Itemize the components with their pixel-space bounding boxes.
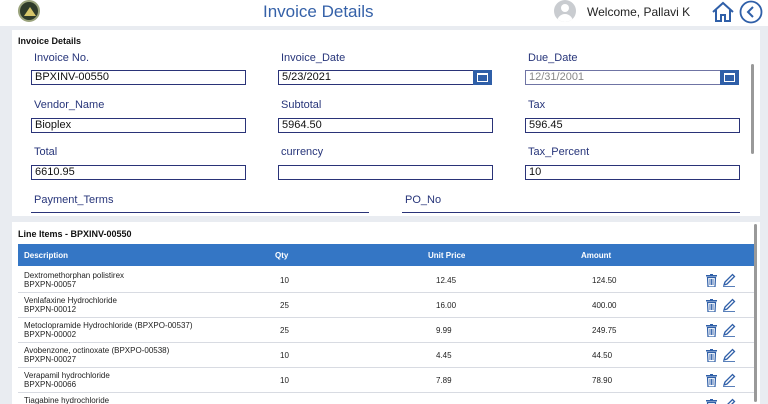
invoice-no-label: Invoice No.: [34, 52, 90, 64]
vendor-name-label: Vendor_Name: [34, 99, 105, 111]
subtotal-field[interactable]: 5964.50: [278, 118, 493, 133]
invoice-date-field[interactable]: 5/23/2021: [278, 70, 474, 85]
item-code: BPXPN-00066: [24, 380, 77, 389]
app-header: Invoice Details Welcome, Pallavi K: [0, 0, 768, 26]
column-description: Description: [24, 251, 69, 260]
tax-percent-label: Tax_Percent: [528, 146, 590, 158]
item-unit-price: 12.45: [436, 276, 457, 285]
pencil-icon[interactable]: [722, 373, 736, 387]
table-row: Dextromethorphan polistirex BPXPN-00057 …: [18, 268, 754, 293]
item-code: BPXPN-00027: [24, 355, 77, 364]
item-unit-price: 4.45: [436, 351, 452, 360]
item-name: Metoclopramide Hydrochloride (BPXPO-0053…: [24, 321, 193, 330]
pencil-icon[interactable]: [722, 298, 736, 312]
item-qty: 10: [280, 376, 289, 385]
item-amount: 78.90: [592, 376, 613, 385]
column-unit-price: Unit Price: [428, 251, 466, 260]
page-title: Invoice Details: [263, 2, 374, 21]
tax-label: Tax: [528, 99, 546, 111]
item-unit-price: 7.89: [436, 376, 452, 385]
trash-icon[interactable]: [706, 399, 717, 404]
item-amount: 124.50: [592, 276, 617, 285]
total-field[interactable]: 6610.95: [31, 165, 246, 180]
trash-icon[interactable]: [706, 324, 717, 337]
due-date-label: Due_Date: [528, 52, 578, 64]
back-arrow-icon[interactable]: [739, 0, 763, 24]
trash-icon[interactable]: [706, 299, 717, 312]
welcome-text: Welcome, Pallavi K: [587, 5, 691, 19]
item-name: Avobenzone, octinoxate (BPXPO-00538): [24, 346, 170, 355]
po-no-field[interactable]: [402, 212, 740, 213]
home-icon[interactable]: [711, 1, 735, 23]
po-no-label: PO_No: [405, 194, 442, 206]
table-row: Verapamil hydrochloride BPXPN-00066 10 7…: [18, 368, 754, 393]
details-scrollbar[interactable]: [751, 64, 754, 154]
vendor-name-field[interactable]: Bioplex: [31, 118, 246, 133]
calendar-icon[interactable]: [720, 70, 739, 85]
table-row: Tiagabine hydrochloride: [18, 393, 754, 404]
item-code: BPXPN-00002: [24, 330, 77, 339]
table-row: Avobenzone, octinoxate (BPXPO-00538) BPX…: [18, 343, 754, 368]
total-label: Total: [34, 146, 58, 158]
item-name: Dextromethorphan polistirex: [24, 271, 125, 280]
tax-field[interactable]: 596.45: [525, 118, 740, 133]
tax-percent-field[interactable]: 10: [525, 165, 740, 180]
item-amount: 249.75: [592, 326, 617, 335]
due-date-field: 12/31/2001: [525, 70, 721, 85]
user-avatar[interactable]: [554, 0, 576, 22]
subtotal-label: Subtotal: [281, 99, 322, 111]
invoice-date-label: Invoice_Date: [281, 52, 346, 64]
line-items-card: Line Items - BPXINV-00550 Description Qt…: [12, 222, 760, 404]
trash-icon[interactable]: [706, 374, 717, 387]
pencil-icon[interactable]: [722, 398, 736, 404]
item-qty: 10: [280, 276, 289, 285]
item-unit-price: 16.00: [436, 301, 457, 310]
item-name: Verapamil hydrochloride: [24, 371, 110, 380]
line-items-scrollbar[interactable]: [754, 224, 757, 402]
item-code: BPXPN-00012: [24, 305, 77, 314]
app-logo: [18, 0, 40, 22]
table-row: Venlafaxine Hydrochloride BPXPN-00012 25…: [18, 293, 754, 318]
pencil-icon[interactable]: [722, 348, 736, 362]
pencil-icon[interactable]: [722, 323, 736, 337]
section-title: Invoice Details: [18, 36, 82, 46]
table-row: Metoclopramide Hydrochloride (BPXPO-0053…: [18, 318, 754, 343]
column-amount: Amount: [581, 251, 612, 260]
item-qty: 25: [280, 326, 289, 335]
item-name: Tiagabine hydrochloride: [24, 396, 110, 404]
invoice-details-card: Invoice Details Invoice No. BPXINV-00550…: [12, 30, 760, 216]
item-qty: 10: [280, 351, 289, 360]
item-amount: 44.50: [592, 351, 613, 360]
currency-label: currency: [281, 146, 324, 158]
item-amount: 400.00: [592, 301, 617, 310]
calendar-icon[interactable]: [473, 70, 492, 85]
item-name: Venlafaxine Hydrochloride: [24, 296, 117, 305]
item-unit-price: 9.99: [436, 326, 452, 335]
table-header: Description Qty Unit Price Amount: [18, 244, 754, 266]
line-items-title: Line Items - BPXINV-00550: [18, 229, 132, 239]
trash-icon[interactable]: [706, 349, 717, 362]
payment-terms-label: Payment_Terms: [34, 194, 114, 206]
invoice-no-field[interactable]: BPXINV-00550: [31, 70, 246, 85]
item-code: BPXPN-00057: [24, 280, 77, 289]
pencil-icon[interactable]: [722, 273, 736, 287]
payment-terms-field[interactable]: [31, 212, 369, 213]
trash-icon[interactable]: [706, 274, 717, 287]
currency-field[interactable]: [278, 165, 493, 180]
item-qty: 25: [280, 301, 289, 310]
column-qty: Qty: [275, 251, 289, 260]
